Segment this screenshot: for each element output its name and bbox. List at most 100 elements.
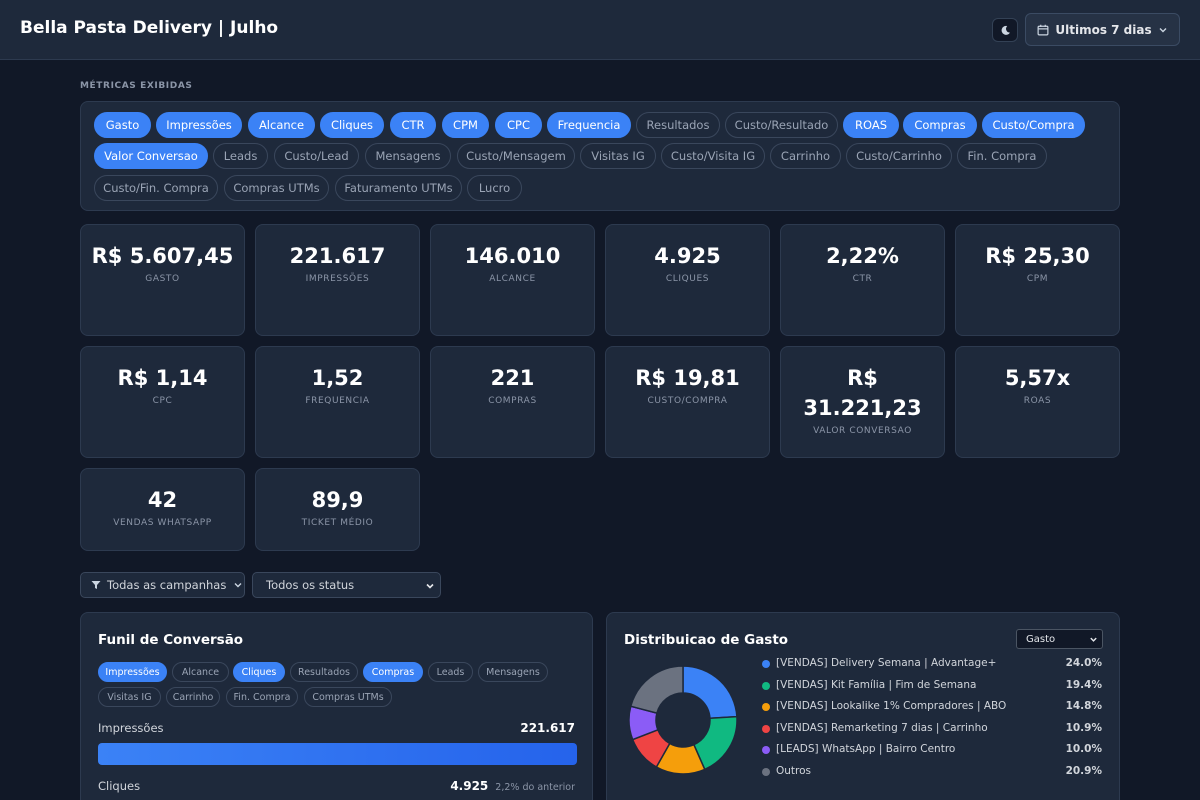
- donut-slice: [682, 665, 738, 720]
- kpi-label: CTR: [852, 274, 873, 284]
- legend-color-dot: [762, 725, 770, 733]
- kpi-label: CPC: [152, 396, 173, 406]
- distribution-panel: Distribuicao de Gasto Gasto [VENDAS] Del…: [606, 612, 1120, 800]
- chevron-down-icon: [1090, 637, 1097, 642]
- kpi-card-vendas-whatsapp: 42 VENDAS WHATSAPP: [80, 468, 245, 551]
- funnel-stage-value-group: 4.925 2,2% do anterior: [450, 779, 575, 793]
- kpi-label: ALCANCE: [489, 274, 536, 284]
- metric-chip[interactable]: CPC: [495, 112, 542, 138]
- funnel-metric-chip[interactable]: Cliques: [233, 662, 285, 682]
- kpi-value: 1,52: [311, 366, 364, 390]
- metric-chip[interactable]: Leads: [213, 143, 268, 169]
- legend-percent: 19.4%: [1065, 679, 1102, 691]
- metric-chip[interactable]: ROAS: [843, 112, 899, 138]
- metric-chip[interactable]: Impressões: [156, 112, 242, 138]
- legend-percent: 10.9%: [1065, 722, 1102, 734]
- funnel-stage-label: Impressões: [98, 721, 164, 735]
- legend-item: [VENDAS] Lookalike 1% Compradores | ABO …: [762, 700, 1102, 714]
- metric-chip[interactable]: Custo/Resultado: [725, 112, 838, 138]
- metric-chip[interactable]: Gasto: [94, 112, 151, 138]
- kpi-value: 4.925: [654, 244, 721, 268]
- legend-item: [LEADS] WhatsApp | Bairro Centro 10.0%: [762, 743, 1102, 757]
- funnel-metric-chip[interactable]: Mensagens: [478, 662, 548, 682]
- metric-chip[interactable]: Custo/Mensagem: [457, 143, 575, 169]
- metric-chip[interactable]: Alcance: [248, 112, 315, 138]
- status-filter-select[interactable]: Todos os status: [252, 572, 441, 598]
- kpi-label: CPM: [1026, 274, 1049, 284]
- kpi-card-roas: 5,57x ROAS: [955, 346, 1120, 458]
- metric-chip[interactable]: Custo/Visita IG: [661, 143, 765, 169]
- metric-chip[interactable]: Custo/Lead: [274, 143, 359, 169]
- calendar-icon: [1037, 24, 1049, 35]
- legend-name: [VENDAS] Delivery Semana | Advantage+: [776, 657, 997, 669]
- kpi-value: 221.617: [289, 244, 386, 268]
- metric-chip[interactable]: Mensagens: [365, 143, 451, 169]
- metric-chip[interactable]: Visitas IG: [580, 143, 656, 169]
- kpi-label: COMPRAS: [488, 396, 537, 406]
- chevron-down-icon: [426, 583, 434, 589]
- legend-percent: 20.9%: [1065, 765, 1102, 777]
- metric-chip[interactable]: Custo/Carrinho: [846, 143, 952, 169]
- distribution-metric-select[interactable]: Gasto: [1016, 629, 1103, 649]
- kpi-card-alcance: 146.010 ALCANCE: [430, 224, 595, 336]
- metric-chip[interactable]: Custo/Compra: [982, 112, 1085, 138]
- kpi-card-ticket-medio: 89,9 TICKET MÉDIO: [255, 468, 420, 551]
- metric-chip[interactable]: Lucro: [467, 175, 522, 201]
- metric-chip[interactable]: Carrinho: [770, 143, 841, 169]
- kpi-value: R$ 25,30: [985, 244, 1090, 268]
- kpi-value: 89,9: [311, 488, 364, 512]
- kpi-card-compras: 221 COMPRAS: [430, 346, 595, 458]
- funnel-metric-chip[interactable]: Compras: [363, 662, 423, 682]
- metric-chip[interactable]: CPM: [442, 112, 489, 138]
- legend-name: [VENDAS] Remarketing 7 dias | Carrinho: [776, 722, 988, 734]
- kpi-label: VENDAS WHATSAPP: [113, 518, 212, 528]
- kpi-label: TICKET MÉDIO: [301, 518, 374, 528]
- legend-item: [VENDAS] Kit Família | Fim de Semana 19.…: [762, 679, 1102, 693]
- kpi-label: FREQUENCIA: [305, 396, 370, 406]
- kpi-card-valor-conversao: R$ 31.221,23 VALOR CONVERSAO: [780, 346, 945, 458]
- funnel-metric-chip[interactable]: Impressões: [98, 662, 167, 682]
- date-range-button[interactable]: Ultimos 7 dias: [1025, 13, 1180, 46]
- funnel-metric-chip[interactable]: Visitas IG: [98, 687, 161, 707]
- legend-item: [VENDAS] Remarketing 7 dias | Carrinho 1…: [762, 722, 1102, 736]
- metric-chip[interactable]: Compras: [903, 112, 977, 138]
- funnel-metric-chip[interactable]: Leads: [428, 662, 473, 682]
- campaign-filter-dropdown[interactable]: Todas as campanhas: [80, 572, 245, 598]
- metric-chip[interactable]: Fin. Compra: [957, 143, 1047, 169]
- kpi-value: 5,57x: [1004, 366, 1071, 390]
- metric-chip[interactable]: Faturamento UTMs: [335, 175, 462, 201]
- kpi-label: CLIQUES: [665, 274, 710, 284]
- legend-name: [VENDAS] Kit Família | Fim de Semana: [776, 679, 977, 691]
- kpi-label: VALOR CONVERSAO: [813, 426, 912, 436]
- distribution-title: Distribuicao de Gasto: [624, 632, 789, 648]
- kpi-card-ctr: 2,22% CTR: [780, 224, 945, 336]
- funnel-metric-chip[interactable]: Resultados: [290, 662, 358, 682]
- metric-chip[interactable]: Valor Conversao: [94, 143, 208, 169]
- chevron-down-icon: [234, 583, 242, 588]
- metric-chip[interactable]: Frequencia: [547, 112, 631, 138]
- funnel-metric-chip[interactable]: Carrinho: [166, 687, 220, 707]
- top-bar: Bella Pasta Delivery | Julho Ultimos 7 d…: [0, 0, 1200, 60]
- metric-chip[interactable]: CTR: [390, 112, 436, 138]
- funnel-metric-chip[interactable]: Fin. Compra: [226, 687, 298, 707]
- metric-chip[interactable]: Custo/Fin. Compra: [94, 175, 218, 201]
- kpi-value: 146.010: [464, 244, 561, 268]
- kpi-value: 42: [147, 488, 178, 512]
- moon-icon: [1001, 25, 1010, 35]
- kpi-value: 221: [490, 366, 535, 390]
- kpi-value: R$ 31.221,23: [803, 366, 922, 420]
- kpi-card-custo-compra: R$ 19,81 CUSTO/COMPRA: [605, 346, 770, 458]
- legend-color-dot: [762, 682, 770, 690]
- metric-chip[interactable]: Cliques: [320, 112, 384, 138]
- spend-donut-chart: [628, 665, 738, 775]
- chevron-down-icon: [1159, 27, 1167, 32]
- kpi-label: GASTO: [145, 274, 180, 284]
- legend-color-dot: [762, 768, 770, 776]
- theme-toggle-button[interactable]: [992, 18, 1018, 42]
- metric-chip[interactable]: Resultados: [636, 112, 720, 138]
- legend-item: [VENDAS] Delivery Semana | Advantage+ 24…: [762, 657, 1102, 671]
- funnel-metric-chip[interactable]: Compras UTMs: [304, 687, 392, 707]
- legend-color-dot: [762, 746, 770, 754]
- metric-chip[interactable]: Compras UTMs: [224, 175, 329, 201]
- funnel-metric-chip[interactable]: Alcance: [172, 662, 229, 682]
